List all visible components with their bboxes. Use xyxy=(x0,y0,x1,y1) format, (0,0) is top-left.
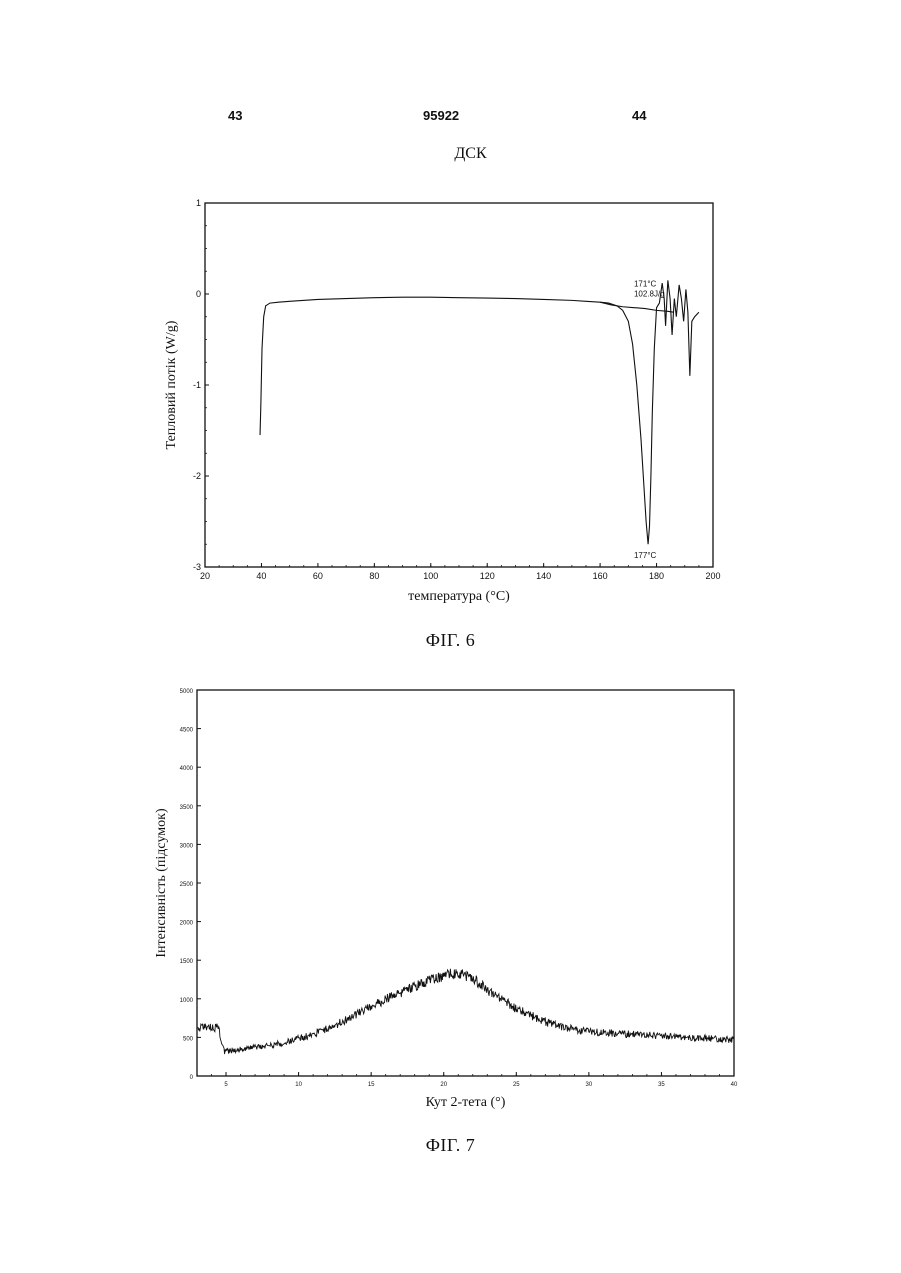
xrd-y-tick-label: 1500 xyxy=(180,959,194,965)
xrd-x-tick-label: 35 xyxy=(658,1082,665,1088)
xrd-y-tick-label: 3500 xyxy=(180,805,194,811)
dsc-series-line xyxy=(260,280,699,544)
dsc-chart-title: ДСК xyxy=(0,145,901,163)
figure-6-caption: ФІГ. 6 xyxy=(0,630,901,651)
dsc-annotation: 171°C xyxy=(634,280,657,289)
dsc-x-tick-label: 160 xyxy=(593,571,608,581)
xrd-y-axis-label: Інтенсивність (підсумок) xyxy=(154,808,169,958)
dsc-x-tick-label: 120 xyxy=(480,571,495,581)
xrd-chart: 5 10 15 20 25 30 35 40 0 500 1000 1500 2000 2500 3000 3… xyxy=(0,680,901,1120)
dsc-x-tick-label: 80 xyxy=(369,571,379,581)
xrd-x-tick-label: 25 xyxy=(513,1082,520,1088)
xrd-y-tick-label: 4500 xyxy=(180,728,194,734)
dsc-chart: 20 40 60 80 100 120 140 160 180 200 1 0 -1 -2 -3 171°C… xyxy=(0,180,901,620)
dsc-x-tick-label: 40 xyxy=(256,571,266,581)
xrd-x-tick-label: 15 xyxy=(368,1082,375,1088)
dsc-y-tick-label: 0 xyxy=(196,289,201,299)
xrd-y-tick-label: 500 xyxy=(183,1036,194,1042)
xrd-y-tick-label: 2500 xyxy=(180,882,194,888)
xrd-x-tick-label: 40 xyxy=(731,1082,738,1088)
figure-7-caption: ФІГ. 7 xyxy=(0,1135,901,1156)
xrd-x-axis-label: Кут 2-тета (°) xyxy=(426,1095,506,1110)
dsc-x-tick-label: 140 xyxy=(536,571,551,581)
xrd-plot-frame xyxy=(197,690,734,1076)
dsc-annotation: 102.8J/g xyxy=(634,290,665,299)
dsc-x-axis-label: температура (°C) xyxy=(408,589,510,604)
xrd-x-tick-label: 30 xyxy=(586,1082,593,1088)
dsc-y-axis-label: Тепловий потік (W/g) xyxy=(164,320,179,449)
dsc-x-tick-label: 100 xyxy=(423,571,438,581)
dsc-x-tick-label: 200 xyxy=(705,571,720,581)
xrd-y-tick-label: 4000 xyxy=(180,766,194,772)
left-page-number: 43 xyxy=(228,108,242,123)
dsc-x-tick-label: 180 xyxy=(649,571,664,581)
xrd-x-tick-label: 20 xyxy=(440,1082,447,1088)
xrd-x-tick-label: 5 xyxy=(224,1082,228,1088)
xrd-y-tick-label: 1000 xyxy=(180,998,194,1004)
dsc-y-tick-label: -3 xyxy=(193,562,201,572)
dsc-x-tick-label: 20 xyxy=(200,571,210,581)
xrd-y-tick-label: 3000 xyxy=(180,843,194,849)
dsc-annotation: 177°C xyxy=(634,551,657,560)
xrd-series-line xyxy=(197,969,734,1054)
dsc-y-tick-label: -1 xyxy=(193,380,201,390)
patent-number: 95922 xyxy=(423,108,459,123)
dsc-y-tick-label: -2 xyxy=(193,471,201,481)
xrd-y-tick-label: 2000 xyxy=(180,921,194,927)
right-page-number: 44 xyxy=(632,108,646,123)
xrd-y-tick-label: 0 xyxy=(190,1075,194,1081)
dsc-x-tick-label: 60 xyxy=(313,571,323,581)
xrd-x-tick-label: 10 xyxy=(295,1082,302,1088)
xrd-y-tick-label: 5000 xyxy=(180,689,194,695)
dsc-y-tick-label: 1 xyxy=(196,198,201,208)
